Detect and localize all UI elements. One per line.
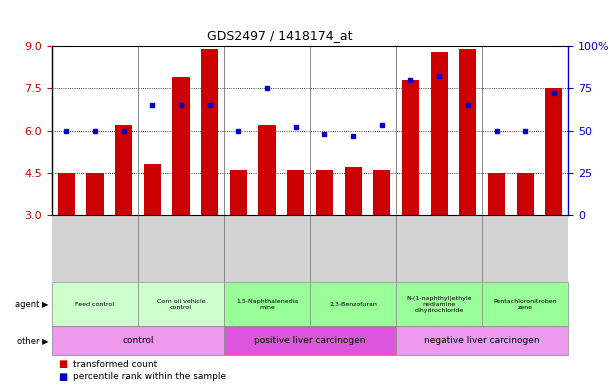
- Bar: [258, 125, 276, 215]
- Bar: [57, 173, 75, 215]
- Bar: [138, 282, 224, 326]
- Bar: [459, 49, 477, 215]
- Text: 2,3-Benzofuran: 2,3-Benzofuran: [329, 302, 377, 307]
- Bar: [373, 170, 390, 215]
- Bar: [310, 282, 396, 326]
- Bar: [545, 88, 563, 215]
- Bar: [224, 326, 396, 355]
- Text: percentile rank within the sample: percentile rank within the sample: [73, 372, 227, 381]
- Text: ■: ■: [58, 372, 67, 382]
- Bar: [172, 77, 189, 215]
- Bar: [115, 125, 132, 215]
- Bar: [86, 173, 104, 215]
- Text: agent ▶: agent ▶: [15, 300, 49, 309]
- Text: Corn oil vehicle
control: Corn oil vehicle control: [156, 299, 205, 310]
- Text: Feed control: Feed control: [76, 302, 114, 307]
- Text: transformed count: transformed count: [73, 360, 158, 369]
- Bar: [287, 170, 304, 215]
- Text: N-(1-naphthyl)ethyle
nediamine
dihydrochloride: N-(1-naphthyl)ethyle nediamine dihydroch…: [406, 296, 472, 313]
- Text: control: control: [122, 336, 154, 345]
- Bar: [488, 173, 505, 215]
- Bar: [345, 167, 362, 215]
- Bar: [482, 282, 568, 326]
- Bar: [52, 326, 224, 355]
- Bar: [230, 170, 247, 215]
- Bar: [224, 282, 310, 326]
- Text: negative liver carcinogen: negative liver carcinogen: [425, 336, 540, 345]
- Bar: [396, 326, 568, 355]
- Bar: [316, 170, 333, 215]
- Text: Pentachloronitroben
zene: Pentachloronitroben zene: [494, 299, 557, 310]
- Bar: [144, 164, 161, 215]
- Bar: [431, 52, 448, 215]
- Bar: [402, 80, 419, 215]
- Bar: [201, 49, 218, 215]
- Text: positive liver carcinogen: positive liver carcinogen: [254, 336, 366, 345]
- Text: 1,5-Naphthalenedia
mine: 1,5-Naphthalenedia mine: [236, 299, 298, 310]
- Bar: [517, 173, 534, 215]
- Text: ■: ■: [58, 359, 67, 369]
- Text: other ▶: other ▶: [17, 336, 49, 345]
- Bar: [396, 282, 482, 326]
- Text: GDS2497 / 1418174_at: GDS2497 / 1418174_at: [207, 29, 353, 42]
- Bar: [52, 282, 138, 326]
